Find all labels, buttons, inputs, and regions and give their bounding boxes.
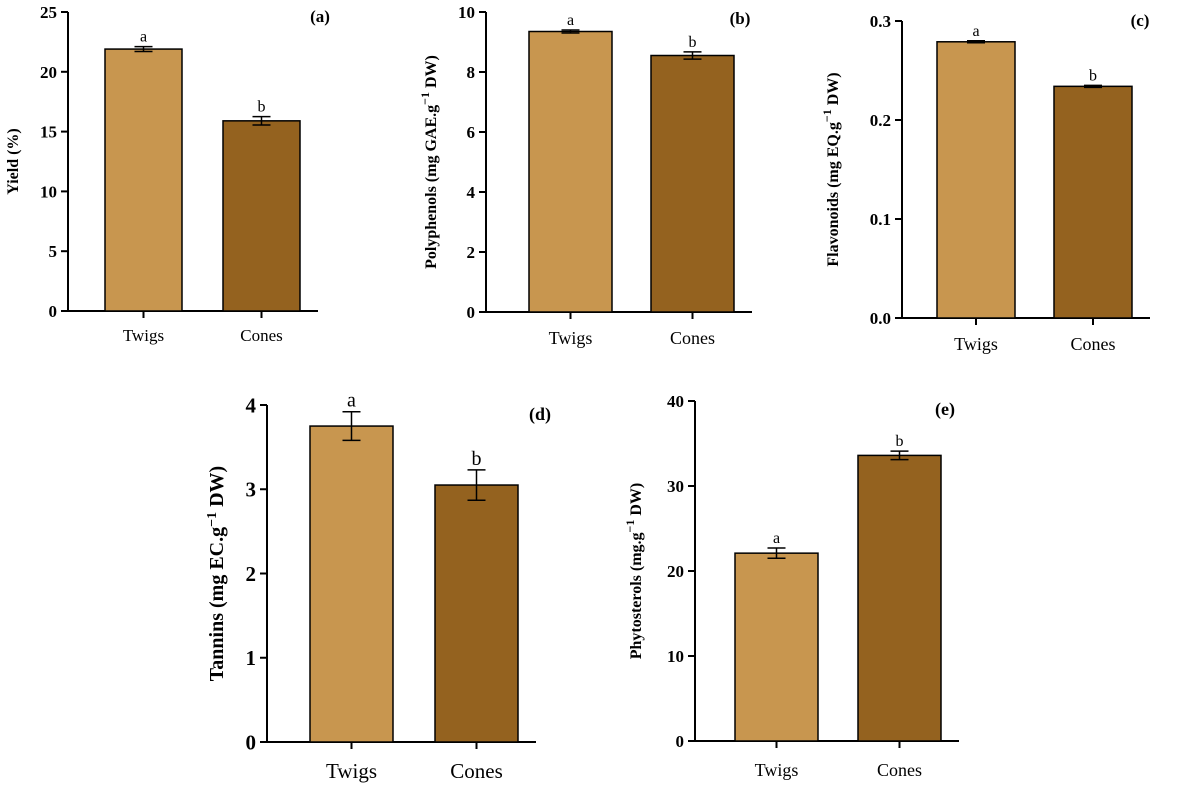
- y-tick-label: 10: [40, 182, 57, 201]
- y-tick-label: 10: [667, 647, 684, 666]
- significance-letter: a: [972, 23, 979, 40]
- category-label: Cones: [1071, 334, 1116, 354]
- y-tick-label: 6: [467, 123, 476, 142]
- y-tick-label: 1: [246, 646, 257, 670]
- y-tick-label: 3: [246, 478, 257, 502]
- y-tick-label: 0.2: [870, 111, 891, 130]
- category-label: Cones: [240, 326, 283, 345]
- y-tick-label: 0: [246, 730, 257, 754]
- bar-cones: [650, 54, 735, 313]
- category-label: Twigs: [326, 759, 377, 783]
- bar-twigs: [528, 30, 613, 313]
- significance-letter: a: [140, 29, 147, 46]
- y-axis-label-suffix: DW): [628, 483, 645, 520]
- y-tick-label: 40: [667, 392, 684, 411]
- y-tick-label: 0: [467, 303, 476, 322]
- panel-c-flavonoids-chart: 0.0 0.1 0.2 0.3 a Twigs b Cones (c) Flavonoids (m…: [820, 11, 1150, 354]
- y-axis-label-main: Polyphenols (mg GAE.g: [423, 105, 440, 269]
- y-axis-label-superscript: −1: [205, 512, 220, 527]
- y-axis-label: Polyphenols (mg GAE.g−1 DW): [418, 55, 440, 269]
- y-axis-label-suffix: DW): [206, 466, 228, 512]
- bar-cones: [434, 484, 519, 743]
- significance-letter: a: [773, 530, 780, 547]
- significance-letter: b: [689, 34, 697, 51]
- bar-twigs: [104, 48, 183, 312]
- y-tick-label: 2: [467, 243, 476, 262]
- y-axis-label: Phytosterols (mg.g−1 DW): [623, 483, 645, 660]
- y-axis-label-main: Tannins (mg EC.g: [206, 527, 228, 681]
- y-axis-label-main: Yield (%): [5, 128, 22, 195]
- panel-a-yield-chart: 0 5 10 15 20 25 a Twigs b Cones (a) Yield (%): [5, 3, 330, 345]
- panel-tag: (c): [1131, 11, 1150, 30]
- y-tick-label: 0.0: [870, 309, 891, 328]
- panel-tag: (a): [310, 7, 330, 26]
- category-label: Twigs: [755, 760, 799, 780]
- bar-twigs: [734, 552, 819, 742]
- significance-letter: b: [472, 448, 482, 470]
- panel-tag: (e): [935, 399, 955, 420]
- category-label: Cones: [877, 760, 922, 780]
- y-tick-label: 20: [667, 562, 684, 581]
- panel-e-phytosterols-chart: 0 10 20 30 40 a Twigs b Cones (e) Phytosterols (mg…: [623, 392, 959, 780]
- y-axis-label: Yield (%): [5, 128, 22, 195]
- y-axis-label-suffix: DW): [825, 72, 842, 109]
- panel-tag: (b): [730, 9, 751, 28]
- y-tick-label: 20: [40, 63, 57, 82]
- bar-twigs: [936, 41, 1016, 319]
- y-axis-label-superscript: −1: [820, 109, 834, 122]
- bar-cones: [222, 120, 301, 312]
- category-label: Twigs: [123, 326, 164, 345]
- category-label: Twigs: [549, 328, 593, 348]
- y-axis-label: Tannins (mg EC.g−1 DW): [205, 466, 229, 681]
- category-label: Cones: [670, 328, 715, 348]
- y-axis-label-suffix: DW): [423, 55, 440, 92]
- significance-letter: b: [896, 433, 904, 450]
- y-axis-label-main: Phytosterols (mg.g: [628, 532, 645, 659]
- y-axis-label-main: Flavonoids (mg EQ.g: [825, 122, 842, 266]
- bar-twigs: [309, 425, 394, 743]
- y-axis-label-superscript: −1: [418, 92, 432, 105]
- y-tick-label: 2: [246, 562, 257, 586]
- y-tick-label: 0.3: [870, 12, 891, 31]
- significance-letter: b: [258, 99, 266, 116]
- bar-cones: [1053, 85, 1133, 319]
- y-tick-label: 4: [246, 393, 257, 417]
- y-tick-label: 0: [49, 302, 58, 321]
- y-tick-label: 15: [40, 123, 57, 142]
- panel-tag: (d): [529, 404, 551, 425]
- panel-d-tannins-chart: 0 1 2 3 4 a Twigs b Cones (d) Tannins (mg EC.g−1 D…: [205, 390, 552, 783]
- panel-b-polyphenols-chart: 0 2 4 6 8 10 a Twigs b Cones (b) Polyphenols (mg GA…: [418, 3, 752, 348]
- category-label: Cones: [450, 759, 503, 783]
- significance-letter: a: [567, 12, 574, 29]
- bar-cones: [857, 454, 942, 742]
- y-axis-label: Flavonoids (mg EQ.g−1 DW): [820, 72, 842, 266]
- y-tick-label: 30: [667, 477, 684, 496]
- y-tick-label: 5: [49, 242, 58, 261]
- y-axis-label-superscript: −1: [623, 520, 637, 533]
- y-tick-label: 0: [676, 732, 685, 751]
- y-tick-label: 10: [458, 3, 475, 22]
- category-label: Twigs: [954, 334, 998, 354]
- significance-letter: a: [347, 390, 356, 412]
- y-tick-label: 25: [40, 3, 57, 22]
- y-tick-label: 0.1: [870, 210, 891, 229]
- significance-letter: b: [1089, 67, 1097, 84]
- y-tick-label: 4: [467, 183, 476, 202]
- y-tick-label: 8: [467, 63, 476, 82]
